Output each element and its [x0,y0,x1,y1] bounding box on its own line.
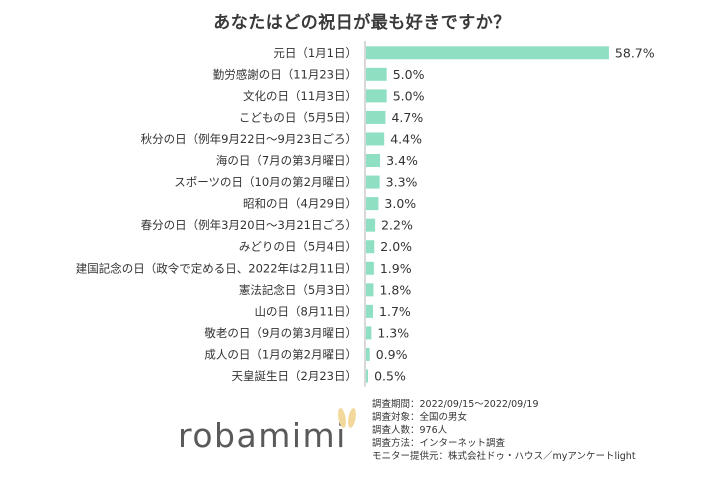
survey-info: 調査期間：2022/09/15～2022/09/19 調査対象：全国の男女 調査… [372,398,636,463]
survey-target: 調査対象：全国の男女 [372,412,468,423]
bars [366,46,609,383]
bar [366,369,369,383]
survey-provider: モニター提供元：株式会社ドゥ・ハウス／myアンケートlight [372,451,636,462]
category-label: 天皇誕生日（2月23日） [232,369,357,383]
bar [366,283,374,297]
value-label: 0.5% [374,369,406,384]
bar [366,218,376,232]
bar [366,67,387,81]
value-label: 3.3% [386,175,418,190]
value-label: 3.0% [384,196,416,211]
bar [366,89,387,103]
value-label: 1.9% [380,261,412,276]
bar [366,110,386,124]
bar [366,154,381,168]
bar [366,326,372,340]
value-labels: 58.7% 5.0% 5.0% 4.7% 4.4% 3.4% 3.3% 3.0% 2.2% 2.0… [374,45,655,383]
category-label: 勤労感謝の日（11月23日） [213,67,357,81]
category-label: 憲法記念日（5月3日） [239,283,357,297]
chart-title: あなたはどの祝日が最も好きですか？ [213,13,511,33]
value-label: 5.0% [393,67,425,82]
bar [366,132,385,146]
category-label: 元日（1月1日） [273,46,357,60]
value-label: 4.7% [391,110,423,125]
brand-logo: robamimi [178,411,347,461]
bar [366,175,380,189]
value-label: 2.0% [380,239,412,254]
category-label: みどりの日（5月4日） [239,240,357,254]
category-label: 建国記念の日（政令で定める日、2022年は2月11日） [76,261,357,275]
bar [366,347,370,361]
value-label: 1.8% [379,282,411,297]
survey-period: 調査期間：2022/09/15～2022/09/19 [372,399,539,410]
value-label: 0.9% [376,347,408,362]
category-label: 海の日（7月の第3月曜日） [216,154,357,168]
value-label: 1.3% [377,325,409,340]
bar [366,46,609,60]
category-label: こどもの日（5月5日） [239,110,357,124]
category-label: 秋分の日（例年9月22日～9月23日ごろ） [141,132,357,146]
rabbit-ears-icon [338,408,356,428]
value-label: 1.7% [379,304,411,319]
value-label: 5.0% [393,88,425,103]
survey-respondents: 調査人数：976人 [372,425,448,436]
survey-method: 調査方法：インターネット調査 [372,438,506,449]
bar [366,240,375,254]
bar [366,304,374,318]
bar [366,261,374,275]
category-label: 昭和の日（4月29日） [243,197,357,211]
category-label: スポーツの日（10月の第2月曜日） [174,175,357,189]
category-label: 成人の日（1月の第2月曜日） [204,347,357,361]
bar-chart: 元日（1月1日） 勤労感謝の日（11月23日） 文化の日（11月3日） こどもの日（5… [76,41,655,387]
category-label: 敬老の日（9月の第3月曜日） [204,326,357,340]
bar [366,197,379,211]
category-labels: 元日（1月1日） 勤労感謝の日（11月23日） 文化の日（11月3日） こどもの日（5… [76,46,357,383]
category-label: 春分の日（例年3月20日～3月21日ごろ） [141,218,357,232]
value-label: 2.2% [381,218,413,233]
value-label: 3.4% [386,153,418,168]
category-label: 山の日（8月11日） [255,304,357,318]
brand-name: robamimi [178,416,347,455]
category-label: 文化の日（11月3日） [243,89,357,103]
value-label: 58.7% [615,45,655,60]
value-label: 4.4% [390,131,422,146]
